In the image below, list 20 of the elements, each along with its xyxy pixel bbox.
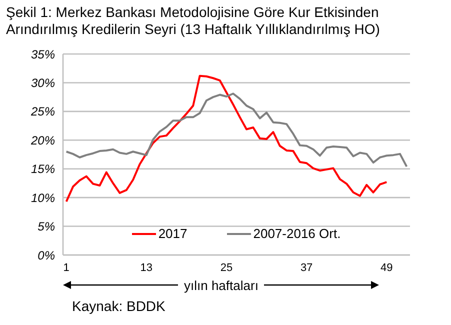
text: Kaynak: BDDK	[72, 298, 166, 314]
line-series	[65, 74, 388, 203]
x-tick-label: 1	[63, 262, 70, 274]
y-tick-label: 15%	[30, 162, 56, 176]
y-tick-label: 10%	[30, 190, 56, 205]
legend-label: 2017	[158, 226, 188, 241]
chart-title: Şekil 1: Merkez Bankası Metodolojisine Göre Kur Etkisinden Arındırılmış Kredilerin Seyri (13 Haftalık Yıllıklandırılmış HO)	[6, 4, 381, 38]
x-tick-label: 49	[380, 262, 393, 274]
x-tick-label: 13	[140, 262, 153, 274]
x-tick-label: 37	[300, 262, 313, 274]
y-tick-label: 5%	[38, 220, 56, 234]
legend-label: 2007-2016 Ort.	[253, 226, 341, 241]
x-tick-label: 25	[220, 262, 233, 274]
y-tick-label: 20%	[30, 133, 56, 148]
y-tick-label: 35%	[30, 47, 56, 62]
y-tick-label: 30%	[30, 76, 56, 90]
y-tick-label: 0%	[38, 248, 56, 262]
y-tick-label: 25%	[30, 104, 56, 119]
x-axis-title: yılın haftaları	[183, 278, 260, 292]
line-series	[65, 92, 408, 168]
